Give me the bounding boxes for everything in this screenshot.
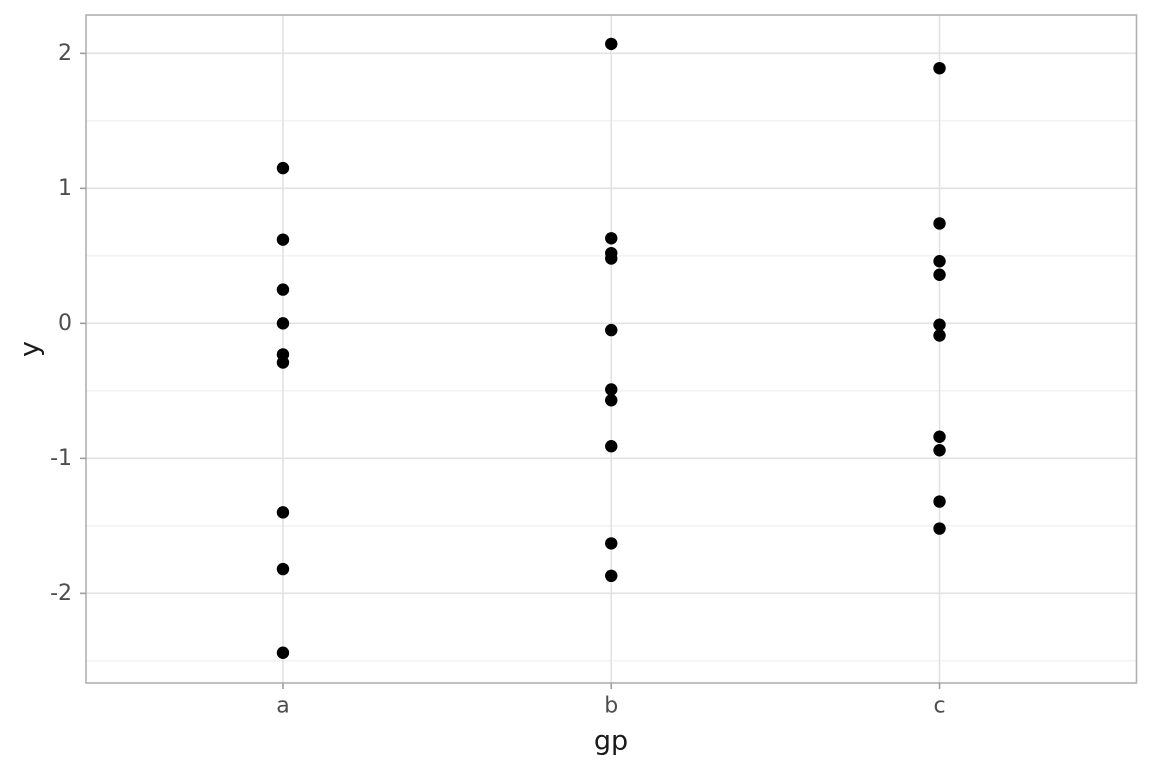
data-point <box>276 317 290 330</box>
data-point <box>933 329 946 342</box>
data-point <box>605 232 618 245</box>
data-point <box>933 444 946 457</box>
data-point <box>276 646 290 659</box>
y-tick-label: -1 <box>50 446 72 471</box>
y-tick-label: 2 <box>58 41 72 66</box>
data-point <box>276 506 290 519</box>
x-tick-label: b <box>604 694 618 719</box>
y-axis-title: y <box>14 341 46 357</box>
data-point <box>605 323 618 337</box>
data-point <box>933 61 946 75</box>
data-point <box>276 562 290 576</box>
data-point <box>605 569 618 583</box>
data-point <box>276 356 290 369</box>
data-point <box>276 283 290 296</box>
data-point <box>276 233 290 246</box>
data-point <box>605 394 618 407</box>
y-tick-label: -2 <box>50 581 72 606</box>
data-point <box>933 318 946 331</box>
data-point <box>933 495 946 508</box>
data-point <box>605 440 618 453</box>
data-point <box>605 537 618 550</box>
data-point <box>933 217 946 230</box>
data-point <box>605 383 618 396</box>
data-point <box>933 430 946 443</box>
y-tick-label: 0 <box>58 311 72 336</box>
x-axis-title: gp <box>593 725 629 757</box>
data-point <box>605 37 618 51</box>
x-tick-label: a <box>276 694 289 719</box>
data-point <box>605 252 618 265</box>
data-point <box>933 522 946 535</box>
x-tick-label: c <box>933 694 945 719</box>
data-point <box>276 161 290 175</box>
y-tick-label: 1 <box>58 176 72 201</box>
data-point <box>933 255 946 268</box>
data-point <box>933 268 946 281</box>
